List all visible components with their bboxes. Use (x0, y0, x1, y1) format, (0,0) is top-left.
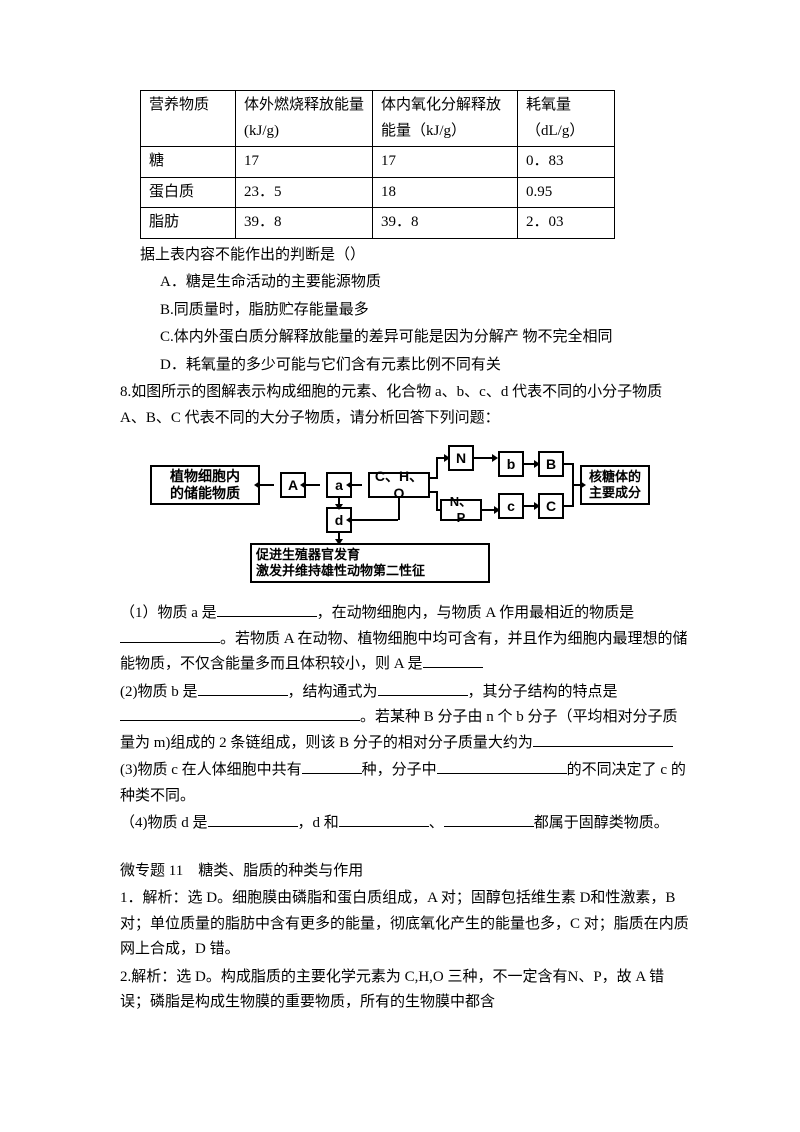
text: （4)物质 d 是 (120, 815, 208, 831)
arrow (436, 457, 438, 477)
box-cho: C、H、O (368, 472, 430, 498)
table-row: 脂肪 39．8 39．8 2．03 (141, 208, 615, 239)
blank (444, 811, 534, 827)
text: ，其分子结构的特点是 (468, 684, 618, 700)
arrow (436, 457, 444, 459)
arrow (524, 505, 534, 507)
text: (3)物质 c 在人体细胞中共有 (120, 762, 302, 778)
text: ，在动物细胞内，与物质 A 作用最相近的物质是 (317, 605, 635, 621)
arrow (482, 509, 494, 511)
page: 营养物质 体外燃烧释放能量(kJ/g) 体内氧化分解释放能量（kJ/g） 耗氧量… (0, 0, 800, 1058)
text: ，结构通式为 (288, 684, 378, 700)
q8-1: （1）物质 a 是，在动物细胞内，与物质 A 作用最相近的物质是。若物质 A 在… (120, 601, 690, 678)
table-header-row: 营养物质 体外燃烧释放能量(kJ/g) 体内氧化分解释放能量（kJ/g） 耗氧量… (141, 91, 615, 147)
table-row: 糖 17 17 0．83 (141, 147, 615, 178)
answer-1: 1．解析：选 D。细胞膜由磷脂和蛋白质组成，A 对；固醇包括维生素 D和性激素，… (120, 886, 690, 963)
arrow (398, 498, 400, 520)
arrow (352, 484, 362, 486)
arrow (524, 463, 534, 465)
arrow (430, 477, 438, 479)
box-ribosome: 核糖体的主要成分 (580, 465, 650, 505)
box-Bbig: B (538, 451, 564, 477)
blank (120, 627, 220, 643)
arrow (474, 457, 492, 459)
q8-3: (3)物质 c 在人体细胞中共有种，分子中的不同决定了 c 的种类不同。 (120, 758, 690, 809)
th-substance: 营养物质 (141, 91, 236, 147)
arrow (306, 484, 320, 486)
arrow (260, 484, 274, 486)
cell-compound-diagram: 植物细胞内的储能物质 A a C、H、O d N N、P b B c C 核糖体… (150, 441, 630, 591)
q8-2: (2)物质 b 是，结构通式为，其分子结构的特点是。若某种 B 分子由 n 个 … (120, 680, 690, 757)
q8-4: （4)物质 d 是 ，d 和 、 都属于固醇类物质。 (120, 811, 690, 837)
text: (2)物质 b 是 (120, 684, 198, 700)
text: 种，分子中 (362, 762, 437, 778)
blank (302, 758, 362, 774)
th-internal: 体内氧化分解释放能量（kJ/g） (373, 91, 518, 147)
spacer (120, 839, 690, 857)
q7-option-a: A．糖是生命活动的主要能源物质 (120, 270, 690, 296)
blank (437, 758, 567, 774)
text: 都属于固醇类物质。 (534, 815, 669, 831)
blank (120, 705, 360, 721)
q7-option-c: C.体内外蛋白质分解释放能量的差异可能是因为分解产 物不完全相同 (120, 325, 690, 351)
blank (339, 811, 429, 827)
blank (208, 811, 298, 827)
blank (533, 731, 673, 747)
text: ，d 和 (298, 815, 339, 831)
text: 、 (429, 815, 444, 831)
arrow (338, 533, 340, 539)
arrow (572, 484, 580, 486)
arrow (338, 498, 340, 504)
box-c: c (498, 493, 524, 519)
th-oxygen: 耗氧量（dL/g） (518, 91, 615, 147)
box-N: N (448, 445, 474, 471)
th-external: 体外燃烧释放能量(kJ/g) (236, 91, 373, 147)
blank (423, 652, 483, 668)
arrow (564, 463, 572, 465)
arrow (430, 491, 438, 493)
q7-option-b: B.同质量时，脂肪贮存能量最多 (120, 298, 690, 324)
arrow (436, 491, 438, 509)
box-NP: N、P (440, 499, 482, 521)
q7-option-d: D．耗氧量的多少可能与它们含有元素比例不同有关 (120, 353, 690, 379)
box-bottom: 促进生殖器官发育激发并维持雄性动物第二性征 (250, 543, 490, 583)
arrow (436, 509, 440, 511)
blank (198, 680, 288, 696)
arrow (352, 519, 398, 521)
box-plant-storage: 植物细胞内的储能物质 (150, 465, 260, 505)
text: （1）物质 a 是 (120, 605, 217, 621)
answer-2: 2.解析：选 D。构成脂质的主要化学元素为 C,H,O 三种，不一定含有N、P，… (120, 965, 690, 1016)
box-b: b (498, 451, 524, 477)
blank (378, 680, 468, 696)
q8-stem: 8.如图所示的图解表示构成细胞的元素、化合物 a、b、c、d 代表不同的小分子物… (120, 380, 690, 431)
blank (217, 601, 317, 617)
arrow (564, 505, 572, 507)
table-row: 蛋白质 23．5 18 0.95 (141, 177, 615, 208)
q7-stem: 据上表内容不能作出的判断是（） (120, 243, 690, 269)
box-Cbig: C (538, 493, 564, 519)
nutrition-table: 营养物质 体外燃烧释放能量(kJ/g) 体内氧化分解释放能量（kJ/g） 耗氧量… (140, 90, 615, 239)
answers-title: 微专题 11 糖类、脂质的种类与作用 (120, 859, 690, 885)
